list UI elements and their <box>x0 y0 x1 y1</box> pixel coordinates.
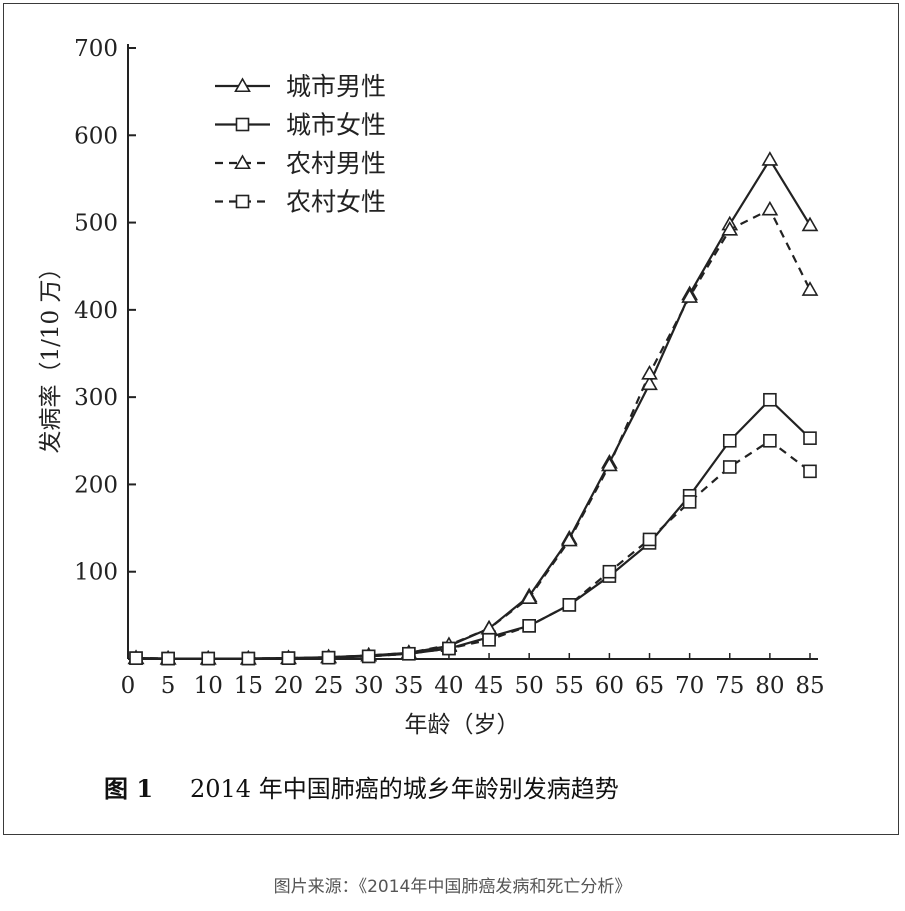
data-point <box>761 200 779 216</box>
series-line <box>136 208 811 660</box>
series-4 <box>129 433 817 666</box>
x-tick-label: 40 <box>434 673 463 699</box>
data-point <box>522 619 536 633</box>
y-tick-label: 600 <box>74 123 118 149</box>
y-tick-label: 500 <box>74 211 118 237</box>
legend-item: 农村女性 <box>215 188 386 217</box>
data-point <box>801 281 819 296</box>
x-tick-label: 30 <box>354 673 383 699</box>
data-point <box>560 531 578 547</box>
x-tick-label: 15 <box>234 673 263 699</box>
x-tick-label: 60 <box>595 673 624 699</box>
data-point <box>402 646 416 661</box>
legend-marker <box>234 154 251 170</box>
legend-item: 农村男性 <box>215 149 386 178</box>
legend-label: 城市女性 <box>286 111 386 140</box>
series-1 <box>127 151 819 665</box>
series-layer <box>127 151 819 666</box>
series-2 <box>129 392 817 666</box>
data-point <box>482 632 496 647</box>
data-point <box>761 151 779 166</box>
data-point <box>161 651 175 666</box>
data-point <box>241 651 256 666</box>
data-point <box>722 460 737 474</box>
data-point <box>442 641 456 656</box>
series-line <box>136 157 811 660</box>
y-tick-label: 100 <box>74 560 118 586</box>
y-tick-label: 200 <box>74 472 118 498</box>
data-point <box>721 220 739 236</box>
legend-label: 农村男性 <box>286 149 386 178</box>
axes: 100 200 300 400 500 600 700 0 5 10 15 20 25 30 35 40 45 5… <box>74 36 825 699</box>
x-tick-label: 25 <box>314 673 343 699</box>
data-point <box>801 216 819 232</box>
legend-label: 城市男性 <box>286 72 386 101</box>
data-point <box>681 288 699 303</box>
y-tick-label: 300 <box>74 385 118 411</box>
legend-marker <box>235 194 250 209</box>
x-tick-label: 85 <box>795 673 824 699</box>
x-tick-label: 0 <box>121 673 136 699</box>
x-tick-label: 65 <box>635 673 664 699</box>
data-point <box>201 651 216 666</box>
data-point <box>803 464 817 479</box>
x-tick-label: 5 <box>161 673 176 699</box>
series-line <box>136 398 811 660</box>
x-tick-label: 45 <box>474 673 503 699</box>
x-tick-label: 55 <box>555 673 584 699</box>
legend-marker <box>234 77 251 93</box>
data-point <box>361 649 376 664</box>
data-point <box>321 650 336 665</box>
data-point <box>129 651 143 665</box>
data-point <box>641 375 658 391</box>
x-tick-label: 35 <box>394 673 423 699</box>
data-point <box>722 433 737 448</box>
data-point <box>601 456 618 472</box>
data-point <box>562 598 577 612</box>
data-point <box>642 532 657 547</box>
figure-caption-label: 图 1 <box>104 774 153 803</box>
y-axis-label: 发病率（1/10 万） <box>38 257 64 454</box>
x-tick-label: 75 <box>715 673 744 699</box>
image-source-note: 图片来源：《2014年中国肺癌发病和死亡分析》 <box>273 877 632 897</box>
y-tick-label: 700 <box>74 36 118 62</box>
x-tick-label: 10 <box>194 673 223 699</box>
x-tick-label: 70 <box>675 673 704 699</box>
x-tick-label: 50 <box>515 673 544 699</box>
x-tick-label: 20 <box>274 673 303 699</box>
x-axis-label: 年龄（岁） <box>405 712 520 738</box>
y-tick-label: 400 <box>74 298 118 324</box>
legend-label: 农村女性 <box>286 188 386 217</box>
legend-item: 城市女性 <box>215 111 386 140</box>
series-line <box>136 439 811 660</box>
data-point <box>520 589 538 604</box>
data-point <box>641 364 658 380</box>
series-3 <box>127 200 819 665</box>
data-point <box>763 433 777 448</box>
data-point <box>281 651 296 665</box>
data-point <box>602 564 617 579</box>
data-point <box>682 495 697 509</box>
figure-caption-text: 2014 年中国肺癌的城乡年龄别发病趋势 <box>190 775 619 803</box>
legend-marker <box>235 117 250 132</box>
x-tick-label: 80 <box>755 673 784 699</box>
data-point <box>803 431 817 445</box>
data-point <box>763 392 777 407</box>
legend-item: 城市男性 <box>215 72 386 101</box>
